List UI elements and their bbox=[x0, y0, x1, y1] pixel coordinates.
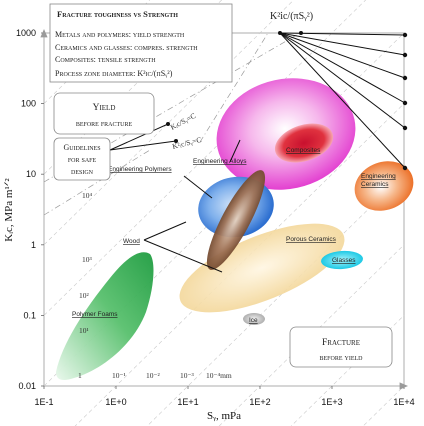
fracture-before-yield-box: Fracture before yield bbox=[289, 326, 393, 368]
leader-lines bbox=[109, 123, 241, 273]
y-tick-label: 100 bbox=[21, 99, 36, 109]
process-zone-label: 10⁴ bbox=[82, 191, 93, 200]
label-porous-ceramics: Porous Ceramics bbox=[286, 236, 337, 243]
region-engineering-ceramics bbox=[354, 161, 414, 211]
material-regions bbox=[56, 78, 414, 380]
region-labels: Composites Engineering Alloys Engineerin… bbox=[72, 147, 396, 324]
before-yield-label: before yield bbox=[320, 353, 364, 362]
process-zone-label: 10¹ bbox=[79, 326, 89, 335]
x-tick-label: 1E+3 bbox=[321, 397, 342, 407]
process-zone-labels: 10⁴ 10³ 10² 10¹ 1 10⁻¹ 10⁻² 10⁻³ 10⁻⁴mm bbox=[78, 191, 232, 380]
title-line-1: Metals and polymers: yield strength bbox=[55, 30, 185, 39]
region-glasses bbox=[321, 250, 363, 270]
process-zone-formula: K²ic/(πSᵧ²) bbox=[270, 11, 313, 22]
yield-label: Yield bbox=[93, 103, 116, 113]
process-zone-guideline bbox=[218, 244, 405, 426]
process-zone-fan: K²ic/(πSᵧ²) bbox=[166, 11, 408, 171]
process-zone-label: 10⁻¹ bbox=[112, 371, 126, 380]
label-wood: Wood bbox=[123, 238, 140, 245]
label-engineering-alloys: Engineering Alloys bbox=[193, 158, 247, 165]
x-axis-title: Sᵧ, mPa bbox=[207, 410, 241, 422]
label-engineering-polymers: Engineering Polymers bbox=[108, 166, 172, 173]
process-zone-guideline bbox=[290, 315, 405, 426]
yield-before-fracture-box: Yield before fracture bbox=[53, 92, 155, 135]
label-engineering-ceramics-word: Ceramics bbox=[361, 181, 389, 188]
y-tick-label: 1000 bbox=[16, 28, 36, 38]
constant-ratio-guideline bbox=[43, 32, 301, 183]
title-line-4: Process zone diameter: K²ic/(πSᵧ²) bbox=[55, 69, 173, 78]
label-glasses: Glasses bbox=[332, 257, 356, 264]
label-composites: Composites bbox=[286, 147, 321, 154]
y-tick-label: 10 bbox=[26, 169, 36, 179]
label-engineering-ceramics-1: Engineering Ceramics bbox=[361, 173, 396, 188]
process-zone-label: 10⁻⁴mm bbox=[206, 371, 232, 380]
constant-ratio-guideline bbox=[199, 32, 269, 143]
process-zone-label: 1 bbox=[78, 371, 82, 380]
title-line-3: Composites: tensile strength bbox=[55, 55, 156, 64]
process-zone-label: 10³ bbox=[82, 255, 93, 264]
title-box: Fracture toughness vs Strength Metals an… bbox=[49, 3, 233, 83]
fracture-label: Fracture bbox=[322, 338, 360, 348]
region-composites bbox=[274, 123, 334, 163]
guidelines-line-1: Guidelines bbox=[63, 143, 100, 152]
label-polymer-foams: Polymer Foams bbox=[72, 311, 118, 318]
process-zone-label: 10⁻² bbox=[146, 371, 160, 380]
y-axis-ticks: 0.01 0.1 1 10 100 1000 bbox=[16, 28, 44, 391]
region-polymer-foams bbox=[56, 252, 154, 380]
title-line-2: Ceramics and glasses: compres. strength bbox=[55, 43, 198, 52]
axis-arrows bbox=[40, 28, 409, 390]
y-tick-label: 0.1 bbox=[23, 310, 36, 320]
label-ice: Ice bbox=[249, 317, 258, 324]
guidelines-line-2: for safe bbox=[68, 155, 97, 164]
process-zone-guideline bbox=[146, 173, 405, 426]
guidelines-line-3: design bbox=[71, 167, 94, 176]
y-axis-title: Kᵢc, MPa m¹ᐟ² bbox=[3, 178, 15, 242]
x-tick-label: 1E+0 bbox=[105, 397, 126, 407]
region-wood bbox=[206, 170, 266, 270]
x-tick-label: 1E-1 bbox=[34, 397, 53, 407]
before-fracture-label: before fracture bbox=[76, 119, 133, 128]
process-zone-label: 10⁻³ bbox=[180, 371, 194, 380]
y-tick-label: 0.01 bbox=[18, 381, 36, 391]
x-tick-label: 1E+1 bbox=[177, 397, 198, 407]
region-ice bbox=[243, 313, 265, 325]
x-tick-label: 1E+4 bbox=[393, 397, 414, 407]
process-zone-label: 10² bbox=[79, 291, 90, 300]
y-tick-label: 1 bbox=[31, 240, 36, 250]
chart-title: Fracture toughness vs Strength bbox=[57, 9, 178, 19]
x-tick-label: 1E+2 bbox=[249, 397, 270, 407]
label-engineering-ceramics-word: Engineering bbox=[361, 173, 396, 180]
x-axis-ticks: 1E-1 1E+0 1E+1 1E+2 1E+3 1E+4 bbox=[34, 386, 415, 407]
guidelines-box: Guidelines for safe design bbox=[53, 137, 111, 181]
region-porous-ceramics bbox=[179, 223, 345, 313]
